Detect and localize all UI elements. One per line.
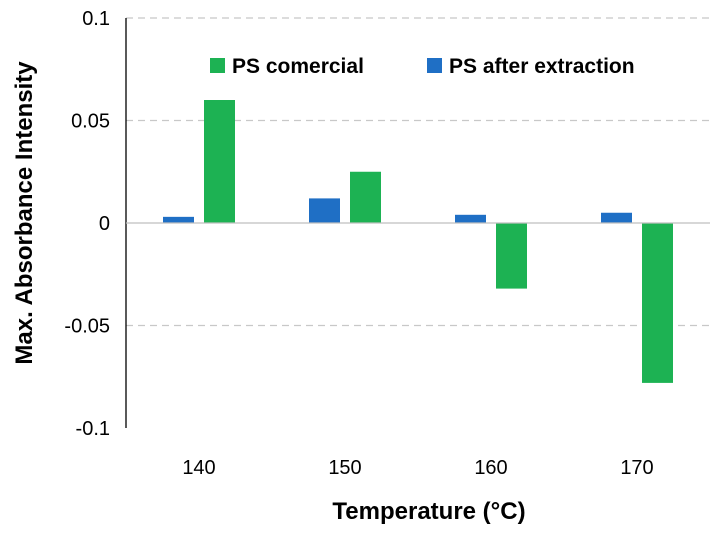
bar-ps-after-extraction-170 <box>601 212 632 223</box>
y-tick-label: -0.05 <box>64 316 110 338</box>
y-tick-labels: -0.1 -0.05 0 0.05 0.1 <box>64 8 110 440</box>
bar-ps-comercial-140 <box>204 100 235 223</box>
bar-ps-after-extraction-150 <box>309 198 340 223</box>
y-tick-label: -0.1 <box>76 418 110 440</box>
x-tick-label: 150 <box>328 457 361 479</box>
x-tick-labels: 140 150 160 170 <box>182 457 653 479</box>
legend-label: PS comercial <box>232 55 364 78</box>
y-axis-title: Max. Absorbance Intensity <box>11 61 38 365</box>
bar-ps-comercial-150 <box>350 171 381 223</box>
legend-swatch <box>427 58 442 73</box>
bar-ps-after-extraction-160 <box>455 214 486 223</box>
axes <box>125 18 710 428</box>
legend-label: PS after extraction <box>449 55 635 78</box>
y-tick-label: 0.05 <box>71 111 110 133</box>
legend-swatch <box>210 58 225 73</box>
bar-ps-after-extraction-140 <box>163 216 194 223</box>
y-tick-label: 0.1 <box>82 8 110 30</box>
x-tick-label: 170 <box>620 457 653 479</box>
y-tick-label: 0 <box>99 213 110 235</box>
legend: PS comercial PS after extraction <box>210 55 635 78</box>
bars <box>163 100 673 383</box>
x-tick-label: 160 <box>474 457 507 479</box>
bar-ps-comercial-160 <box>496 223 527 289</box>
bar-ps-comercial-170 <box>642 223 673 383</box>
x-tick-label: 140 <box>182 457 215 479</box>
x-axis-title: Temperature (°C) <box>332 498 525 525</box>
